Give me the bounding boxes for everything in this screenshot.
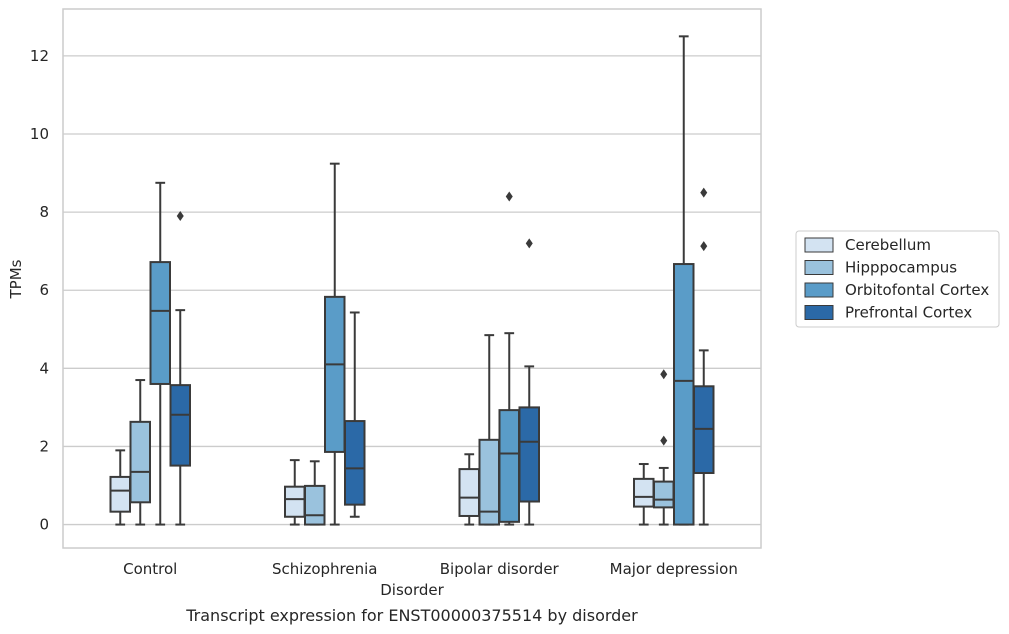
legend-swatch [804, 237, 834, 253]
legend-label: Orbitofontal Cortex [845, 281, 989, 299]
y-tick-label: 8 [39, 203, 49, 221]
box-iqr [344, 420, 366, 506]
box-2-2 [498, 191, 520, 526]
box-iqr [169, 384, 191, 467]
box-1-1 [304, 460, 326, 526]
box-iqr [284, 485, 306, 518]
y-tick-label: 2 [39, 437, 49, 455]
box-1-0 [129, 379, 151, 526]
x-axis-label: Disorder [380, 581, 444, 599]
box-iqr [518, 406, 540, 503]
y-tick-label: 12 [30, 47, 49, 65]
legend-label: Cerebellum [845, 236, 931, 254]
y-tick-label: 4 [39, 359, 49, 377]
legend-swatch [804, 305, 834, 320]
box-plot-series [109, 35, 715, 526]
box-iqr [149, 261, 171, 385]
legend-label: Prefrontal Cortex [845, 304, 972, 322]
box-3-2 [518, 238, 540, 526]
box-iqr [324, 295, 346, 453]
box-1-3 [653, 369, 675, 526]
y-axis-label: TPMs [7, 259, 25, 299]
legend-swatch [804, 282, 834, 298]
box-iqr [653, 480, 675, 509]
box-iqr [129, 420, 151, 504]
box-0-2 [458, 453, 480, 526]
box-iqr [304, 484, 326, 526]
y-tick-label: 6 [39, 281, 49, 299]
plot-frame [62, 8, 762, 549]
x-axis-ticks: Control Schizophrenia Bipolar disorder Majo… [123, 560, 738, 578]
box-0-3 [633, 463, 655, 526]
x-tick-label: Schizophrenia [272, 560, 377, 578]
legend: Cerebellum Hipppocampus Orbitofontal Corte… [795, 230, 1000, 328]
y-tick-label: 0 [39, 516, 49, 534]
x-tick-label: Control [123, 560, 177, 578]
box-iqr [109, 475, 131, 513]
box-2-1 [324, 162, 346, 526]
outlier-point [525, 238, 533, 249]
box-iqr [633, 477, 655, 508]
x-tick-label: Major depression [610, 560, 738, 578]
outlier-point [660, 369, 668, 380]
box-iqr [673, 263, 695, 526]
box-3-1 [344, 311, 366, 518]
box-3-3 [693, 187, 715, 526]
x-tick-label: Bipolar disorder [440, 560, 560, 578]
box-3-0 [169, 211, 191, 526]
box-1-2 [478, 334, 500, 526]
legend-label: Hipppocampus [845, 259, 957, 277]
outlier-point [176, 211, 184, 222]
box-iqr [458, 468, 480, 517]
box-2-3 [673, 35, 695, 526]
y-axis-ticks: 0 2 4 6 8 10 12 [30, 47, 49, 534]
y-tick-label: 10 [30, 125, 49, 143]
outlier-point [700, 241, 708, 252]
legend-swatch [804, 260, 834, 275]
box-0-1 [284, 459, 306, 526]
box-iqr [498, 409, 520, 523]
legend-frame [795, 230, 1000, 328]
outlier-point [505, 191, 513, 202]
outlier-point [700, 187, 708, 198]
box-2-0 [149, 181, 171, 526]
box-0-0 [109, 449, 131, 526]
outlier-point [660, 435, 668, 446]
figure-caption: Transcript expression for ENST0000037551… [186, 606, 638, 625]
